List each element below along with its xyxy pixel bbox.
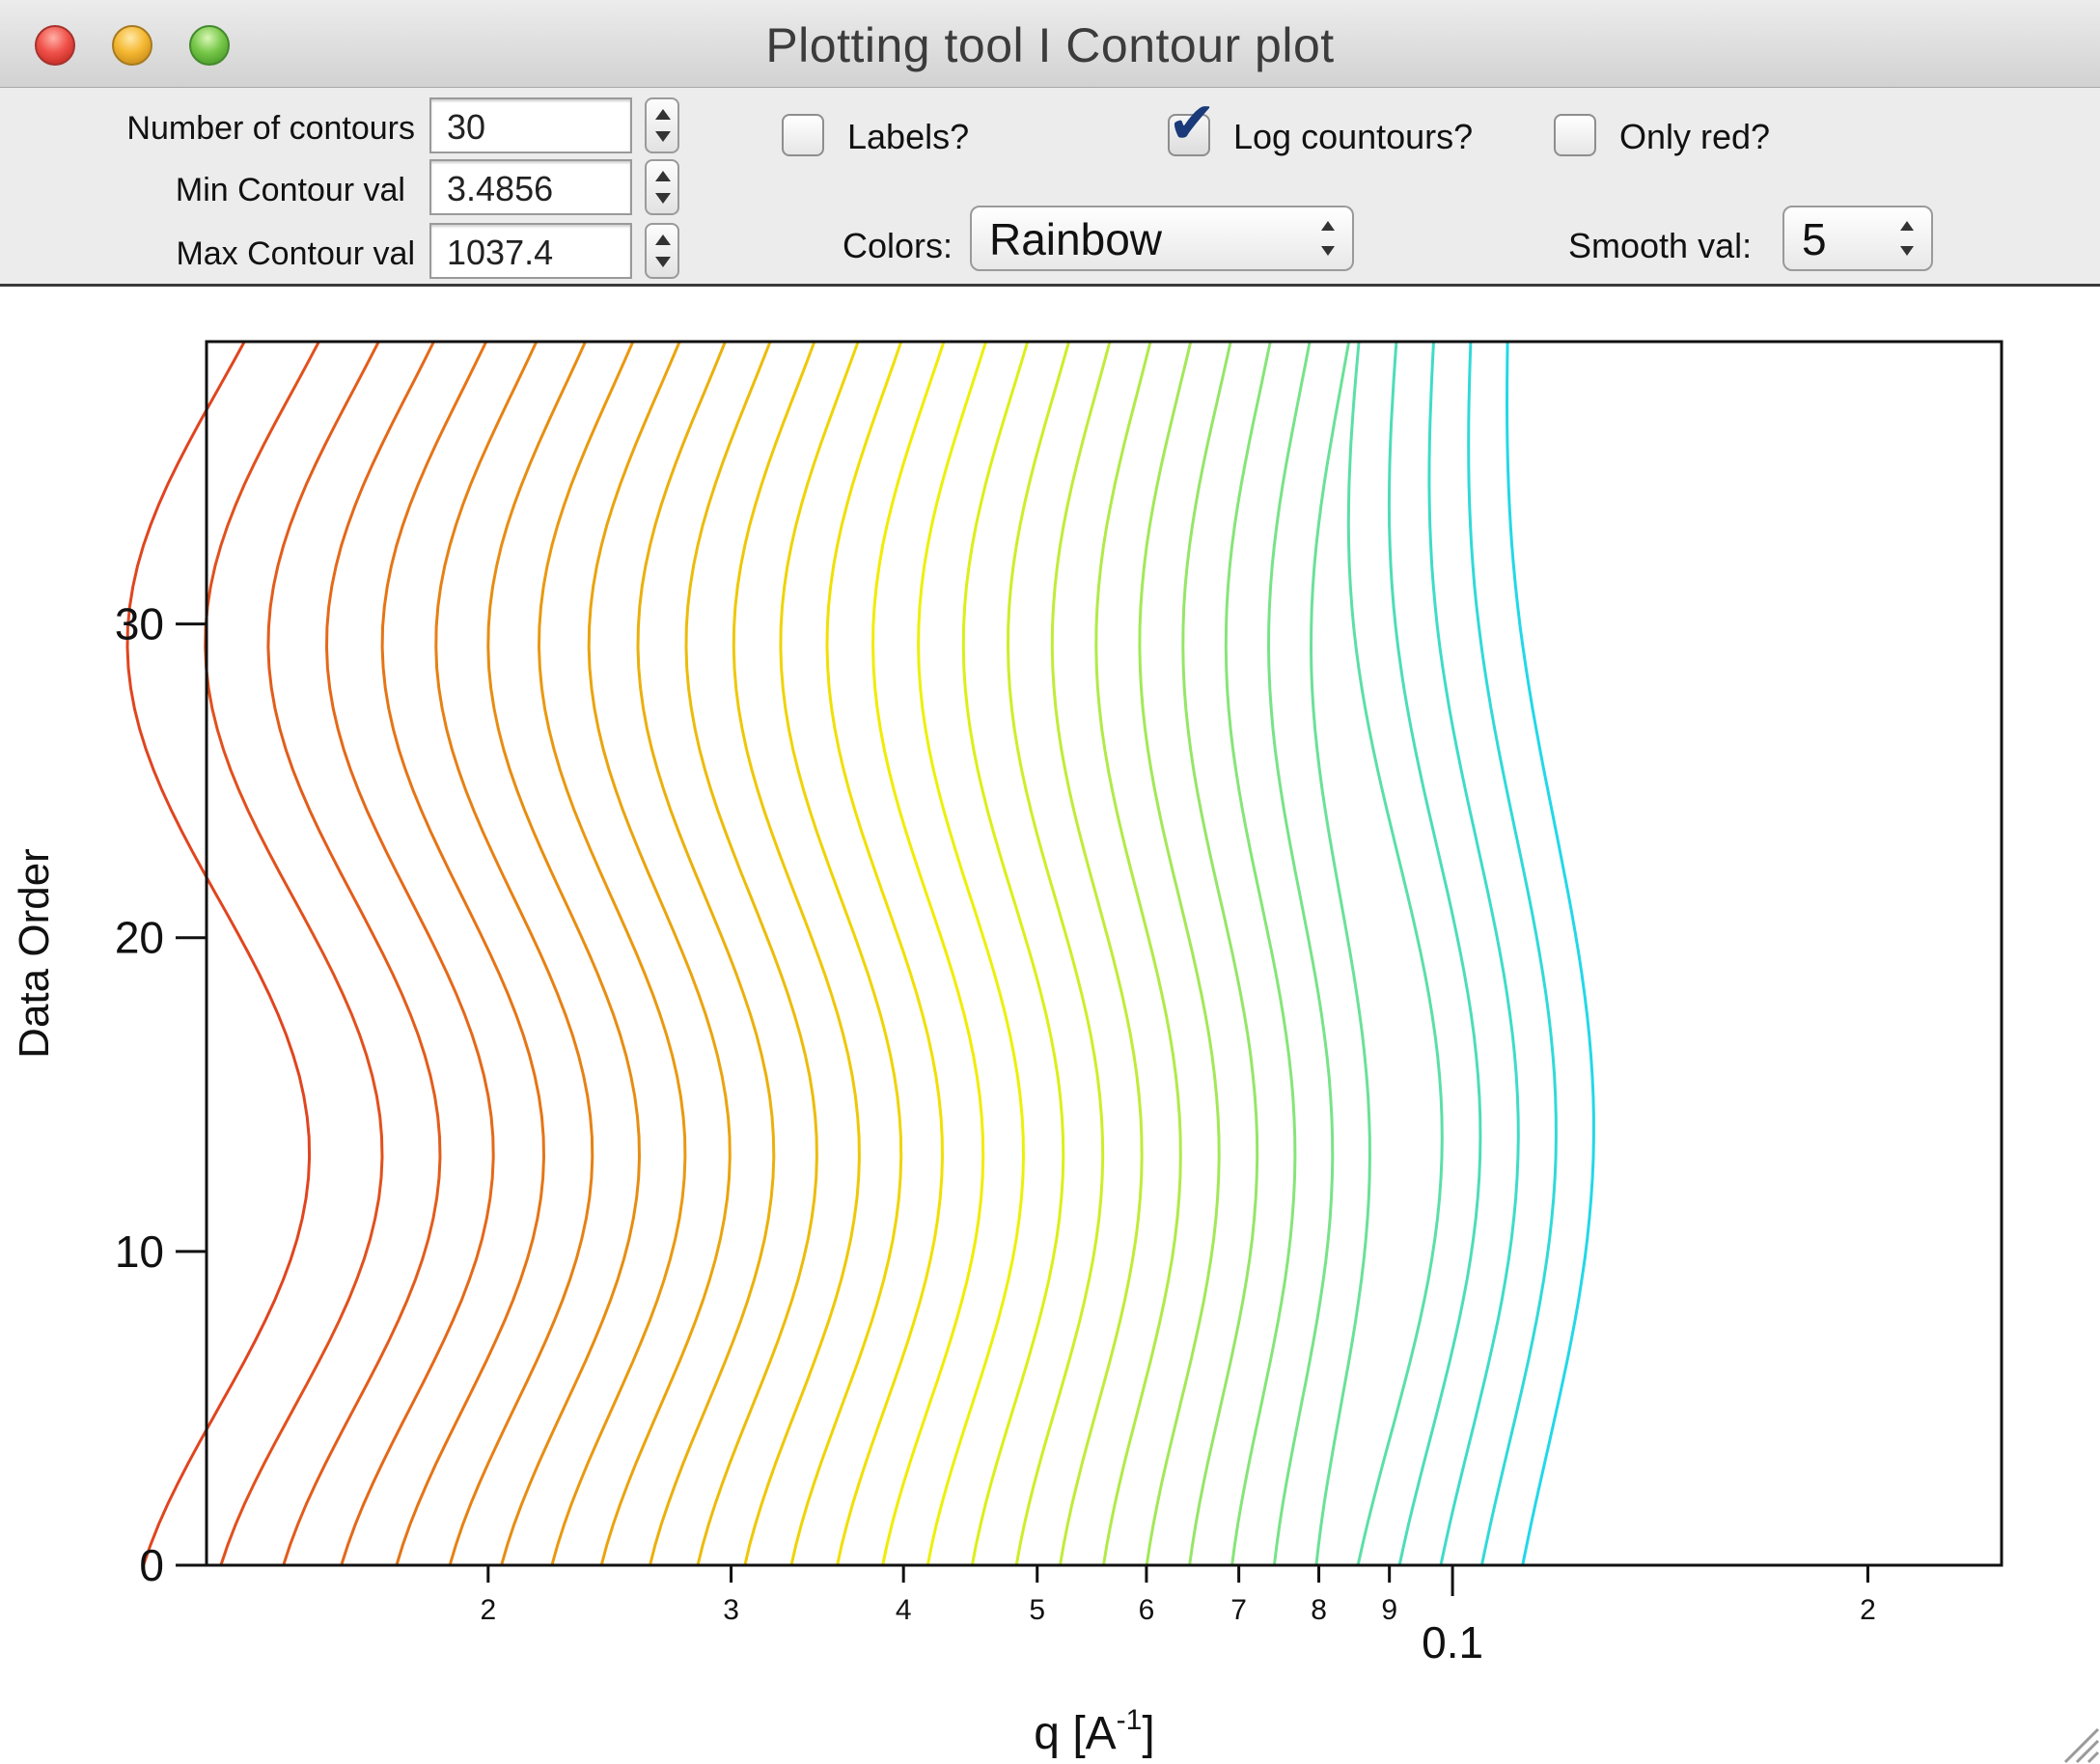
x-tick-label: 7 — [1230, 1594, 1247, 1626]
stepper-arrows-icon[interactable] — [645, 223, 679, 279]
contour-line — [1138, 341, 1221, 1566]
contour-line — [537, 341, 687, 1566]
contour-line — [1467, 341, 1558, 1566]
contour-line — [1505, 341, 1595, 1566]
checkmark-icon: ✔ — [1168, 91, 1217, 155]
x-tick-label: 9 — [1381, 1594, 1397, 1626]
max-contour-label: Max Contour val — [176, 235, 415, 272]
contour-line — [732, 341, 861, 1566]
colors-popup[interactable]: Rainbow — [970, 206, 1354, 271]
contour-line — [779, 341, 903, 1566]
x-tick-label: 4 — [896, 1594, 912, 1626]
contour-line — [587, 341, 732, 1566]
x-axis-label: q [A-1] — [1034, 1704, 1154, 1759]
contour-line — [1309, 341, 1371, 1566]
contour-line — [1181, 341, 1259, 1566]
x-tick-label: 2 — [480, 1594, 496, 1626]
num-contours-label: Number of contours — [126, 110, 415, 147]
colors-popup-value: Rainbow — [989, 214, 1162, 264]
x-tick-label: 2 — [1860, 1594, 1876, 1626]
max-contour-input[interactable]: 1037.4 — [429, 223, 632, 279]
title-bar[interactable]: Plotting tool I Contour plot — [0, 0, 2100, 88]
contour-line — [917, 341, 1026, 1566]
minimize-icon[interactable] — [112, 25, 152, 66]
popup-arrows-icon — [1900, 219, 1914, 258]
stepper-arrows-icon[interactable] — [645, 97, 679, 153]
contour-line — [1224, 341, 1297, 1566]
contour-line — [1266, 341, 1335, 1566]
contour-line — [1346, 341, 1444, 1566]
contour-line — [486, 341, 642, 1566]
contour-line — [1050, 341, 1144, 1566]
y-axis-label: Data Order — [11, 848, 58, 1059]
log-contours-checkbox-label: Log countours? — [1233, 117, 1474, 156]
only-red-checkbox[interactable] — [1554, 114, 1596, 156]
min-contour-label: Min Contour val — [175, 172, 405, 208]
contour-line — [684, 341, 818, 1566]
smooth-label: Smooth val: — [1568, 226, 1753, 265]
contour-line — [961, 341, 1065, 1566]
contour-line — [324, 341, 495, 1566]
contour-lines — [125, 341, 1595, 1566]
resize-grip-icon[interactable] — [2052, 1716, 2100, 1764]
labels-checkbox[interactable] — [782, 114, 824, 156]
close-icon[interactable] — [35, 25, 75, 66]
toolbar: Number of contours 30 Min Contour val 3.… — [0, 88, 2100, 287]
x-tick-label: 3 — [723, 1594, 739, 1626]
y-tick-label: 20 — [115, 913, 164, 963]
num-contours-input[interactable]: 30 — [429, 97, 632, 153]
log-contours-checkbox[interactable]: ✔ — [1168, 95, 1216, 156]
only-red-checkbox-label: Only red? — [1619, 117, 1771, 156]
colors-label: Colors: — [843, 226, 953, 265]
x-tick-label: 6 — [1139, 1594, 1155, 1626]
x-tick-label: 8 — [1311, 1594, 1327, 1626]
contour-line — [125, 341, 312, 1566]
contour-line — [1387, 341, 1482, 1566]
smooth-popup[interactable]: 5 — [1782, 206, 1933, 271]
stepper-arrows-icon[interactable] — [645, 159, 679, 215]
contour-line — [1427, 341, 1520, 1566]
contour-line — [204, 341, 384, 1566]
y-tick-label: 10 — [115, 1227, 164, 1277]
axis-ticks: 2 3 4 5 6 7 8 9 2 0.1 0 10 20 30 — [115, 599, 1876, 1668]
contour-line — [871, 341, 985, 1566]
contour-line — [434, 341, 594, 1566]
y-tick-label: 30 — [115, 599, 164, 649]
contour-line — [380, 341, 546, 1566]
labels-checkbox-label: Labels? — [847, 117, 970, 156]
x-major-tick-label: 0.1 — [1422, 1617, 1483, 1668]
smooth-popup-value: 5 — [1802, 214, 1827, 264]
min-contour-input[interactable]: 3.4856 — [429, 159, 632, 215]
contour-line — [825, 341, 945, 1566]
contour-line — [266, 341, 442, 1566]
contour-line — [636, 341, 776, 1566]
contour-line — [1006, 341, 1105, 1566]
popup-arrows-icon — [1321, 219, 1335, 258]
y-tick-label: 0 — [139, 1540, 164, 1590]
plot-frame — [205, 340, 2003, 1567]
x-tick-label: 5 — [1029, 1594, 1045, 1626]
zoom-icon[interactable] — [189, 25, 230, 66]
contour-line — [1094, 341, 1182, 1566]
window-title: Plotting tool I Contour plot — [765, 18, 1335, 72]
